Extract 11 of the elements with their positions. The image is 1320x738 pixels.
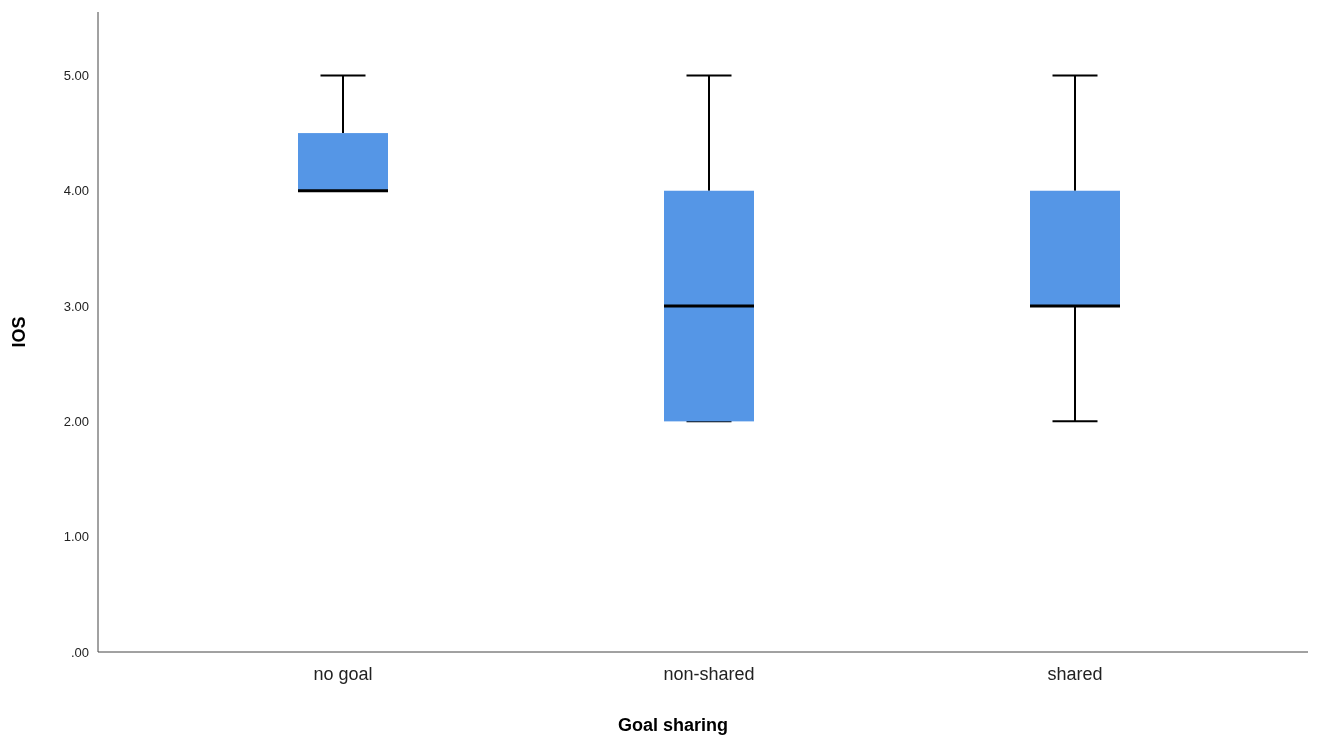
y-tick-label: 1.00: [63, 529, 89, 545]
y-tick-label: .00: [70, 644, 89, 660]
y-axis-title: IOS: [9, 316, 29, 348]
y-tick-label: 2.00: [63, 413, 89, 429]
x-tick-label: shared: [1047, 664, 1103, 684]
y-tick-label: 3.00: [63, 298, 89, 314]
y-tick-label: 5.00: [63, 67, 89, 83]
x-tick-label: no goal: [313, 664, 373, 684]
y-tick-label: 4.00: [63, 183, 89, 199]
x-tick-label: non-shared: [663, 664, 755, 684]
x-axis-title: Goal sharing: [617, 715, 729, 735]
